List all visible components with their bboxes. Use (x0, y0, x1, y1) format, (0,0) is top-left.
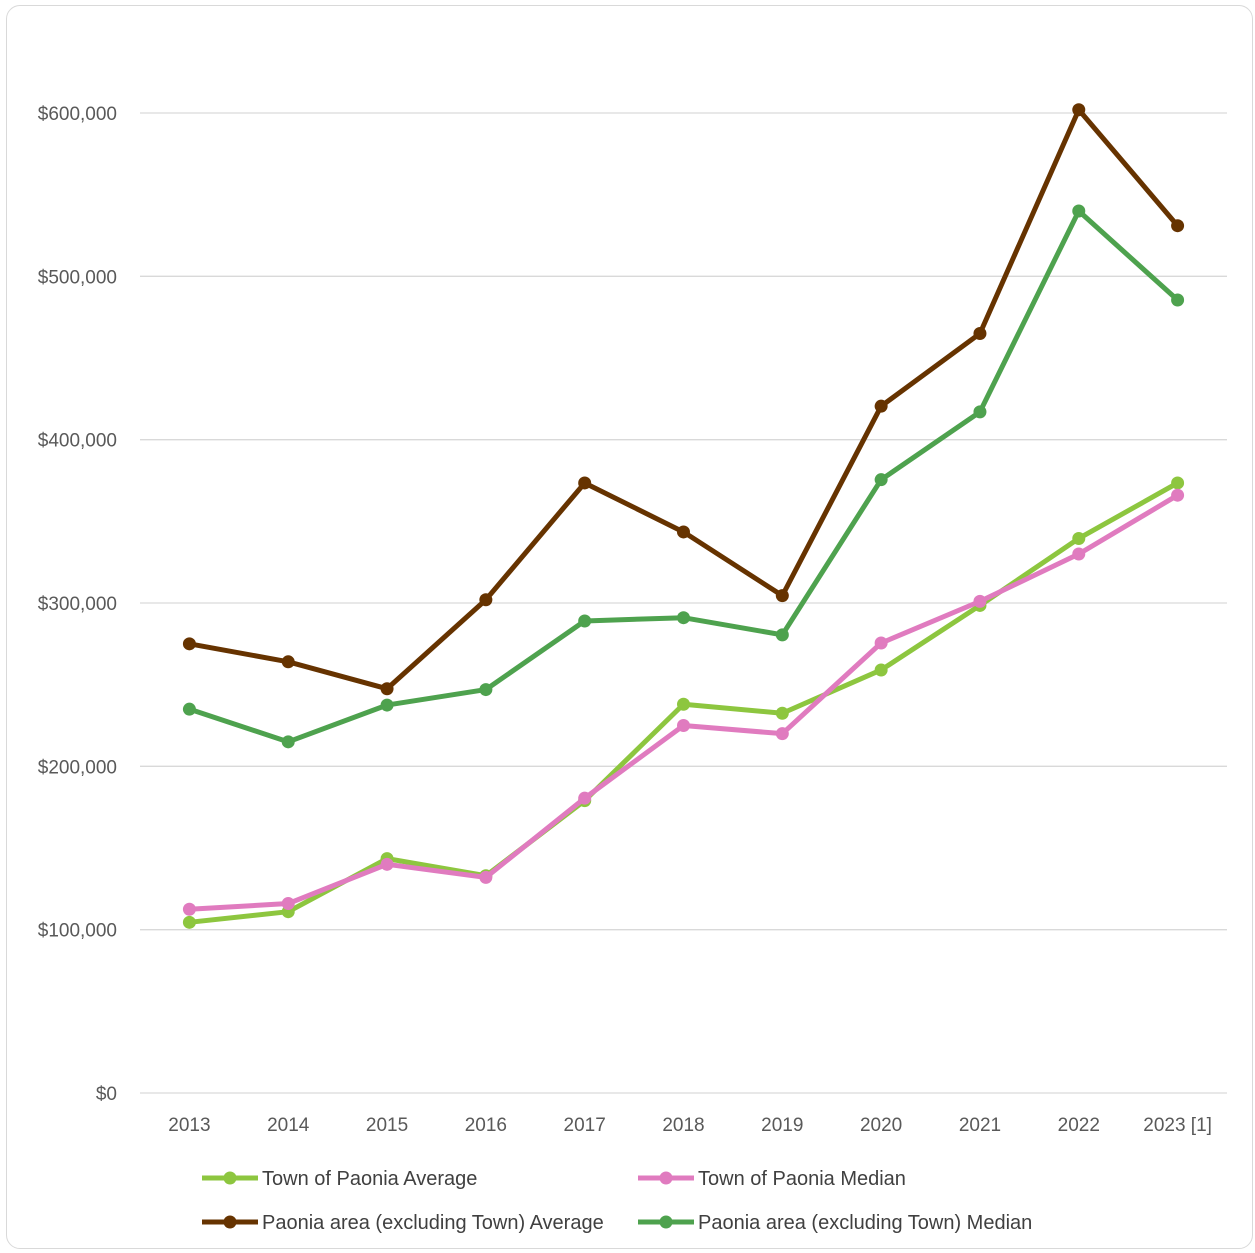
data-point (281, 735, 295, 749)
series-line (186, 107, 1181, 692)
x-tick-label: 2020 (860, 1115, 902, 1136)
series-3 (182, 103, 1185, 696)
data-point (1072, 103, 1086, 117)
x-tick-label: 2023 [1] (1143, 1115, 1212, 1136)
legend-label: Town of Paonia Median (698, 1168, 906, 1190)
data-point (874, 473, 888, 487)
series-1 (182, 476, 1185, 929)
x-tick-label: 2022 (1058, 1115, 1100, 1136)
data-point (182, 915, 196, 929)
legend: Town of Paonia Average Town of Paonia Med… (202, 1168, 1032, 1234)
x-tick-label: 2013 (168, 1115, 210, 1136)
data-point (973, 327, 987, 340)
y-tick-label: $500,000 (38, 267, 117, 288)
x-tick-label: 2021 (959, 1115, 1001, 1136)
data-point (874, 636, 888, 650)
x-tick-label: 2016 (465, 1115, 507, 1136)
data-point (1072, 531, 1086, 545)
x-tick-label: 2019 (761, 1115, 803, 1136)
x-tick-label: 2017 (564, 1115, 606, 1136)
x-tick-label: 2014 (267, 1115, 310, 1136)
y-tick-label: $0 (96, 1084, 117, 1105)
data-point (380, 857, 394, 871)
y-tick-label: $400,000 (38, 431, 117, 452)
data-point (182, 902, 196, 916)
data-point (1171, 476, 1185, 490)
series-2 (182, 488, 1185, 916)
data-point (281, 897, 295, 911)
series-4 (182, 204, 1185, 749)
data-point (677, 611, 690, 625)
data-point (677, 525, 690, 539)
legend-swatch-marker (659, 1171, 673, 1185)
legend-label: Town of Paonia Average (262, 1168, 477, 1190)
legend-item: Paonia area (excluding Town) Average (202, 1212, 604, 1234)
x-tick-label: 2015 (366, 1115, 408, 1136)
chart-frame (6, 5, 1253, 1249)
y-tick-label: $100,000 (38, 921, 117, 942)
y-tick-label: $600,000 (38, 104, 117, 125)
gridlines (140, 112, 1227, 1094)
x-tick-label: 2018 (662, 1115, 704, 1136)
data-point (677, 719, 690, 732)
data-point (1072, 204, 1086, 218)
data-point (775, 706, 789, 720)
legend-item: Paonia area (excluding Town) Median (638, 1212, 1032, 1234)
x-axis-ticks: 2013 2014 2015 2016 2017 2018 2019 2020 2021 2022… (168, 1115, 1212, 1136)
legend-item: Town of Paonia Average (202, 1168, 477, 1190)
legend-item: Town of Paonia Median (638, 1168, 906, 1190)
data-point (479, 593, 493, 607)
data-point (973, 594, 987, 608)
y-tick-label: $300,000 (38, 594, 117, 615)
data-point (1171, 219, 1185, 233)
data-point (182, 637, 196, 651)
legend-swatch-marker (659, 1215, 673, 1229)
data-point (182, 702, 196, 716)
y-tick-label: $200,000 (38, 757, 117, 778)
data-point (775, 589, 789, 603)
data-point (677, 697, 690, 711)
data-point (775, 628, 789, 642)
data-point (1171, 488, 1185, 502)
legend-label: Paonia area (excluding Town) Median (698, 1212, 1032, 1234)
series-line (186, 208, 1181, 745)
data-point (281, 655, 295, 669)
data-point (1072, 547, 1086, 561)
data-point (1171, 293, 1185, 307)
data-point (973, 405, 987, 419)
legend-label: Paonia area (excluding Town) Average (262, 1212, 604, 1234)
data-point (380, 682, 394, 696)
data-point (874, 663, 888, 677)
legend-swatch-marker (223, 1171, 237, 1185)
data-point (578, 791, 592, 805)
y-axis-ticks: $0 $100,000 $200,000 $300,000 $400,000 $500,0… (38, 104, 117, 1105)
data-point (775, 727, 789, 741)
data-point (578, 614, 592, 628)
data-point (380, 698, 394, 712)
legend-swatch-marker (223, 1215, 237, 1229)
data-point (578, 476, 592, 490)
series-layer (182, 103, 1185, 929)
data-point (479, 870, 493, 884)
data-point (874, 399, 888, 413)
data-point (479, 683, 493, 697)
